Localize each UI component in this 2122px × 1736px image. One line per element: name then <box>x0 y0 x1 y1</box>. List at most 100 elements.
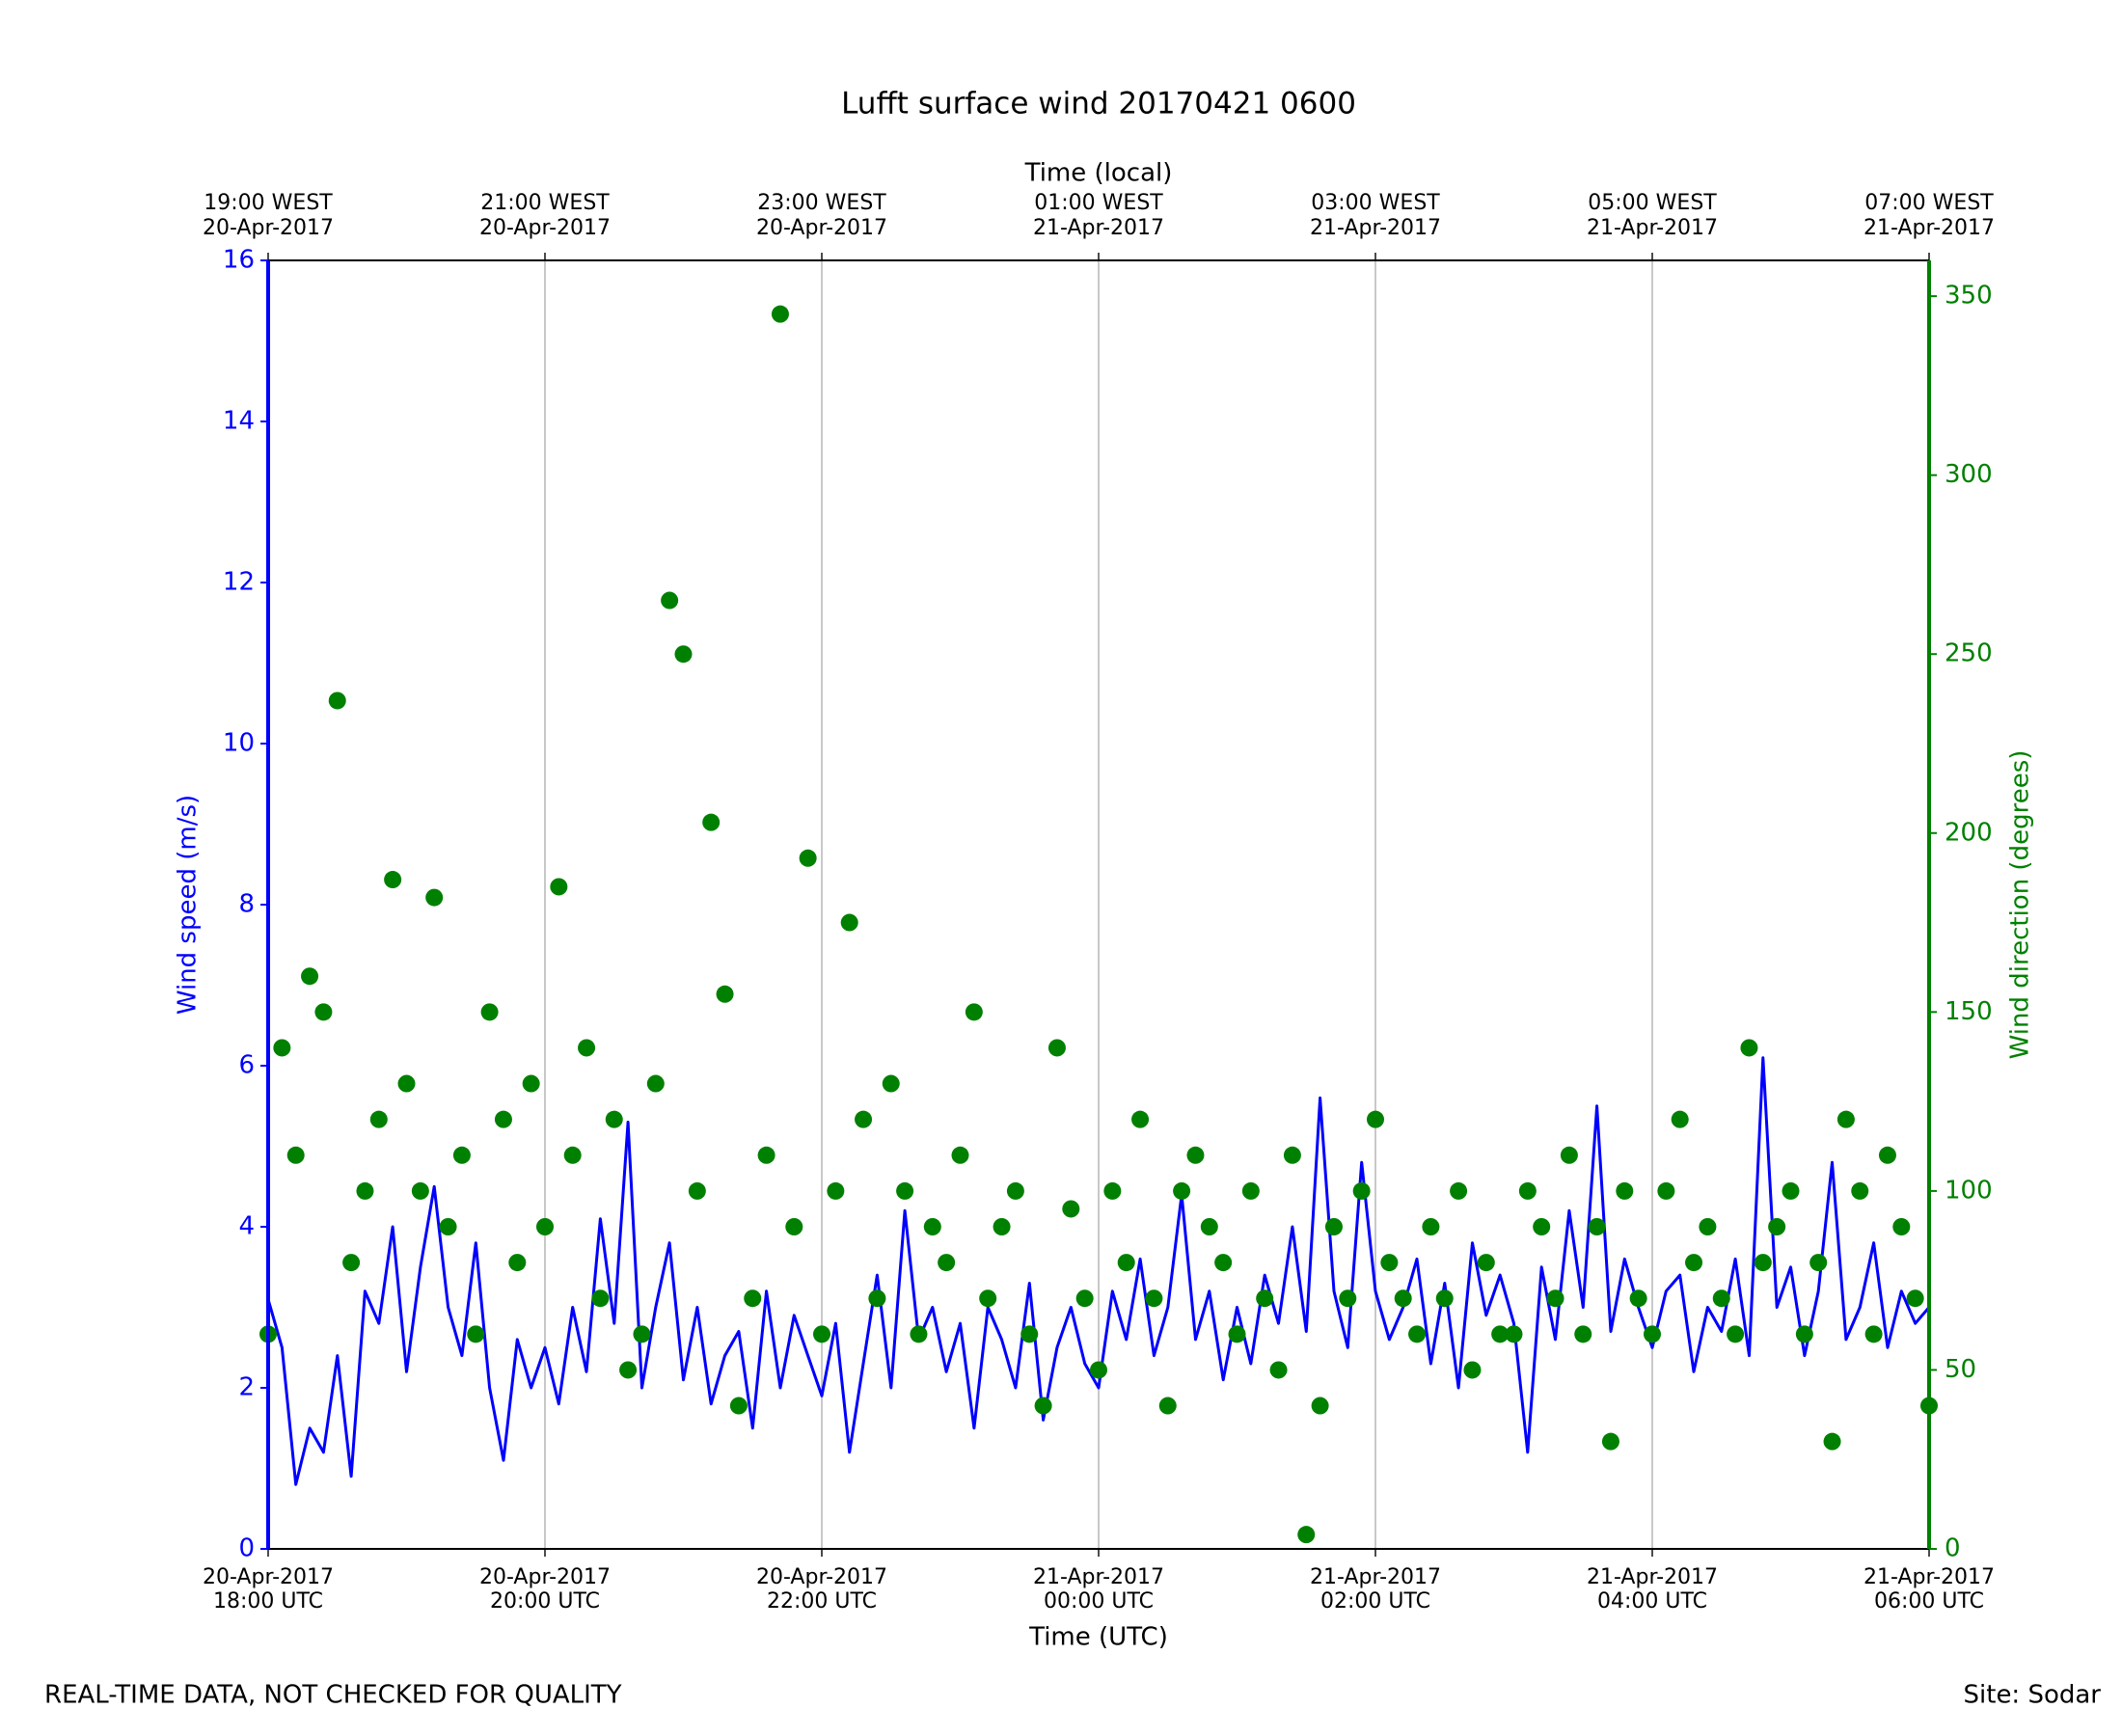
direction-point <box>1699 1218 1717 1235</box>
speed-line <box>266 1056 1931 1486</box>
x-tick-label: 00:00 UTC <box>1044 1589 1154 1614</box>
direction-point <box>702 813 721 831</box>
x2-tick-label: 21-Apr-2017 <box>1033 216 1164 240</box>
direction-point <box>1283 1146 1301 1164</box>
direction-point <box>1408 1325 1427 1343</box>
direction-point <box>1103 1181 1122 1200</box>
direction-point <box>1712 1289 1730 1308</box>
y-tick-label: 14 <box>223 407 255 436</box>
direction-point <box>356 1181 374 1200</box>
direction-point <box>1241 1181 1260 1200</box>
direction-point <box>1616 1181 1634 1200</box>
direction-point <box>868 1289 886 1308</box>
direction-point <box>813 1325 830 1343</box>
direction-point <box>328 692 346 710</box>
direction-point <box>1491 1325 1510 1343</box>
y2-tick-label: 0 <box>1945 1534 1961 1563</box>
x-tick-label: 22:00 UTC <box>767 1589 877 1614</box>
direction-point <box>605 1110 623 1128</box>
x2-tick-label: 21-Apr-2017 <box>1310 216 1441 240</box>
y2-tick-label: 150 <box>1945 997 1993 1026</box>
direction-point <box>1740 1039 1758 1057</box>
x2-tick-label: 21-Apr-2017 <box>1587 216 1718 240</box>
direction-point <box>729 1397 748 1415</box>
x2-tick-label: 19:00 WEST <box>204 191 333 215</box>
y-tick-label: 4 <box>238 1212 255 1241</box>
direction-point <box>1020 1325 1039 1343</box>
direction-point <box>785 1218 803 1235</box>
direction-point <box>384 871 402 889</box>
y2-tick-label: 350 <box>1945 282 1993 311</box>
direction-point <box>314 1003 333 1021</box>
x-tick-label: 04:00 UTC <box>1597 1589 1707 1614</box>
direction-point <box>771 305 789 323</box>
direction-point <box>452 1146 471 1164</box>
x2-tick-label: 23:00 WEST <box>757 191 886 215</box>
direction-point <box>411 1181 429 1200</box>
direction-point <box>993 1218 1011 1235</box>
direction-point <box>938 1254 956 1272</box>
site-label: Site: Sodar <box>1964 1681 2102 1710</box>
x-axis-label: Time (UTC) <box>1028 1623 1168 1652</box>
direction-point <box>522 1074 540 1093</box>
direction-point <box>1367 1110 1384 1128</box>
direction-point <box>1062 1200 1080 1218</box>
direction-point <box>619 1361 638 1379</box>
direction-point <box>688 1181 706 1200</box>
direction-point <box>550 878 568 896</box>
y-tick-label: 8 <box>238 890 255 919</box>
direction-point <box>1075 1289 1094 1308</box>
y2-tick-label: 50 <box>1945 1355 1976 1384</box>
direction-point <box>1505 1325 1523 1343</box>
x-tick-label: 20:00 UTC <box>490 1589 600 1614</box>
y-tick-label: 12 <box>223 568 255 597</box>
x-tick-label: 02:00 UTC <box>1320 1589 1430 1614</box>
direction-point <box>716 985 734 1003</box>
direction-point <box>744 1289 762 1308</box>
direction-point <box>840 913 858 932</box>
direction-point <box>633 1325 651 1343</box>
direction-point <box>1601 1432 1619 1451</box>
direction-point <box>951 1146 969 1164</box>
direction-point <box>563 1146 582 1164</box>
direction-point <box>1809 1254 1828 1272</box>
direction-point <box>1131 1110 1150 1128</box>
direction-point <box>1463 1361 1482 1379</box>
x-tick-label: 21-Apr-2017 <box>1864 1565 1995 1589</box>
direction-point <box>1117 1254 1135 1272</box>
x-tick-label: 20-Apr-2017 <box>756 1565 887 1589</box>
direction-point <box>1836 1110 1855 1128</box>
y-tick-label: 16 <box>223 246 255 275</box>
direction-point <box>1518 1181 1537 1200</box>
direction-point <box>1006 1181 1024 1200</box>
direction-point <box>1768 1218 1786 1235</box>
footer-note: REAL-TIME DATA, NOT CHECKED FOR QUALITY <box>44 1681 622 1710</box>
y2-tick-label: 100 <box>1945 1176 1993 1205</box>
direction-point <box>965 1003 983 1021</box>
direction-point <box>1297 1526 1316 1544</box>
direction-point <box>1394 1289 1412 1308</box>
direction-point <box>1311 1397 1329 1415</box>
direction-point <box>1574 1325 1592 1343</box>
direction-point <box>1629 1289 1647 1308</box>
direction-point <box>1214 1254 1233 1272</box>
direction-point <box>1533 1218 1551 1235</box>
direction-point <box>1324 1218 1343 1235</box>
direction-point <box>425 888 444 907</box>
x-tick-label: 18:00 UTC <box>213 1589 323 1614</box>
y-tick-label: 10 <box>223 729 255 758</box>
x-tick-label: 06:00 UTC <box>1874 1589 1984 1614</box>
direction-point <box>1435 1289 1454 1308</box>
direction-point <box>1034 1397 1052 1415</box>
x2-axis-label: Time (local) <box>1024 159 1173 188</box>
y-tick-label: 0 <box>238 1534 255 1563</box>
x-tick-label: 20-Apr-2017 <box>479 1565 611 1589</box>
direction-point <box>757 1146 775 1164</box>
direction-point <box>1158 1397 1177 1415</box>
y-tick-label: 6 <box>238 1051 255 1080</box>
direction-point <box>1644 1325 1661 1343</box>
x2-tick-label: 03:00 WEST <box>1311 191 1440 215</box>
direction-point <box>979 1289 997 1308</box>
y-axis-label: Wind speed (m/s) <box>174 795 203 1015</box>
direction-point <box>1671 1110 1689 1128</box>
